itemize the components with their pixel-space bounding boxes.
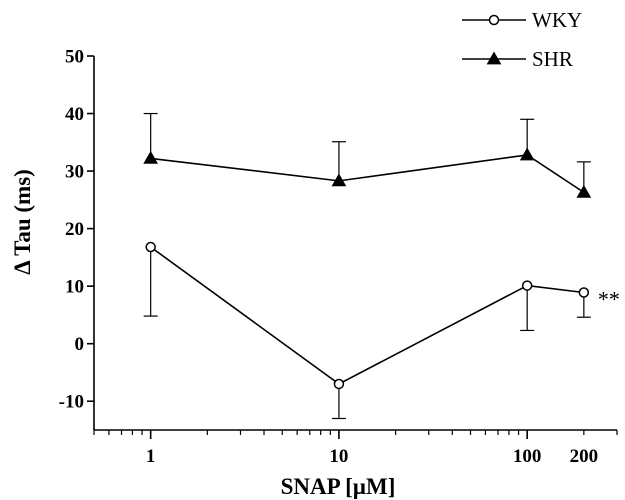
x-tick-label: 1 [146,446,156,467]
x-tick-label: 200 [570,446,599,467]
series-layer: ** [143,112,620,420]
y-axis-title: Δ Tau (ms) [10,169,35,275]
significance-annotation: ** [598,286,620,311]
legend-label-shr: SHR [532,47,573,71]
series-wky [143,241,591,420]
y-tick-label: -10 [59,392,84,413]
legend-item-shr: SHR [462,47,573,71]
series-line-wky [150,246,584,385]
point-shr [519,147,535,161]
legend-label-wky: WKY [532,8,582,32]
y-tick-label: 30 [65,162,84,183]
point-wky [578,287,590,298]
point-shr [576,184,592,198]
y-tick-label: 50 [65,47,84,68]
y-tick-label: 40 [65,104,84,125]
legend-item-wky: WKY [462,8,582,32]
legend-marker-shr [486,51,502,65]
legend: WKY SHR [462,8,582,71]
point-wky [521,280,533,291]
axes: -10 0 10 20 30 40 50 1 10 100 200 [59,47,618,467]
x-tick-label: 10 [329,446,348,467]
point-wky [145,241,156,253]
point-wky [333,378,345,390]
x-axis-title: SNAP [µM] [281,474,396,499]
y-tick-label: 0 [75,334,85,355]
x-tick-label: 100 [513,446,542,467]
series-shr [143,112,592,198]
point-shr [143,150,159,164]
series-line-shr [150,154,585,194]
point-shr [331,173,347,187]
y-tick-label: 20 [65,219,84,240]
legend-marker-wky [488,14,500,26]
y-tick-label: 10 [65,277,84,298]
